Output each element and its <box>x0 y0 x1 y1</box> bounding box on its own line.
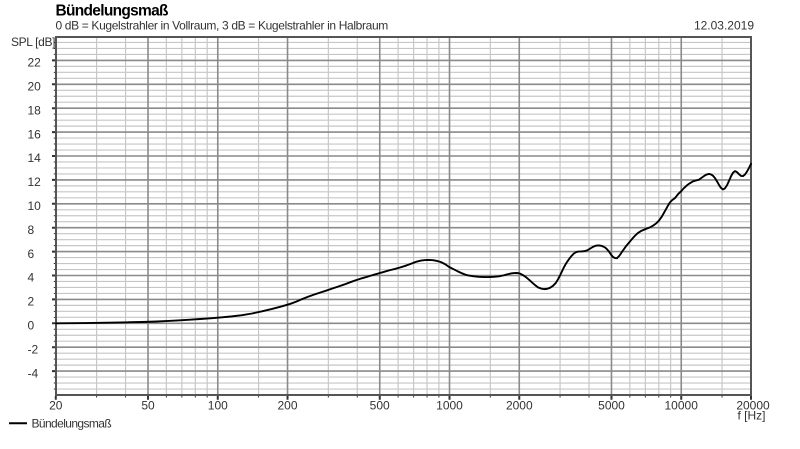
svg-text:-4: -4 <box>28 366 39 380</box>
svg-text:20: 20 <box>28 80 42 94</box>
svg-text:8: 8 <box>28 223 35 237</box>
svg-text:-2: -2 <box>28 342 39 356</box>
svg-text:22: 22 <box>28 56 42 70</box>
svg-text:10000: 10000 <box>665 399 699 413</box>
svg-text:18: 18 <box>28 103 42 117</box>
svg-text:14: 14 <box>28 151 42 165</box>
svg-text:1000: 1000 <box>436 399 463 413</box>
svg-text:10: 10 <box>28 199 42 213</box>
svg-text:50: 50 <box>141 399 155 413</box>
svg-text:2000: 2000 <box>506 399 533 413</box>
svg-text:12.03.2019: 12.03.2019 <box>694 19 754 33</box>
svg-text:200: 200 <box>277 399 297 413</box>
svg-text:100: 100 <box>208 399 228 413</box>
svg-text:4: 4 <box>28 271 35 285</box>
svg-text:20: 20 <box>49 399 63 413</box>
svg-text:2: 2 <box>28 295 35 309</box>
svg-text:20000: 20000 <box>736 399 770 413</box>
svg-text:500: 500 <box>370 399 390 413</box>
svg-text:Bündelungsmaß: Bündelungsmaß <box>32 417 112 431</box>
svg-text:SPL [dB]: SPL [dB] <box>11 35 55 49</box>
svg-text:6: 6 <box>28 247 35 261</box>
svg-text:5000: 5000 <box>598 399 625 413</box>
svg-text:Bündelungsmaß: Bündelungsmaß <box>56 3 170 20</box>
svg-text:12: 12 <box>28 175 42 189</box>
svg-text:16: 16 <box>28 127 42 141</box>
svg-text:0 dB = Kugelstrahler in Vollra: 0 dB = Kugelstrahler in Vollraum, 3 dB =… <box>56 19 389 33</box>
svg-text:f [Hz]: f [Hz] <box>737 409 765 423</box>
svg-text:0: 0 <box>28 319 35 333</box>
